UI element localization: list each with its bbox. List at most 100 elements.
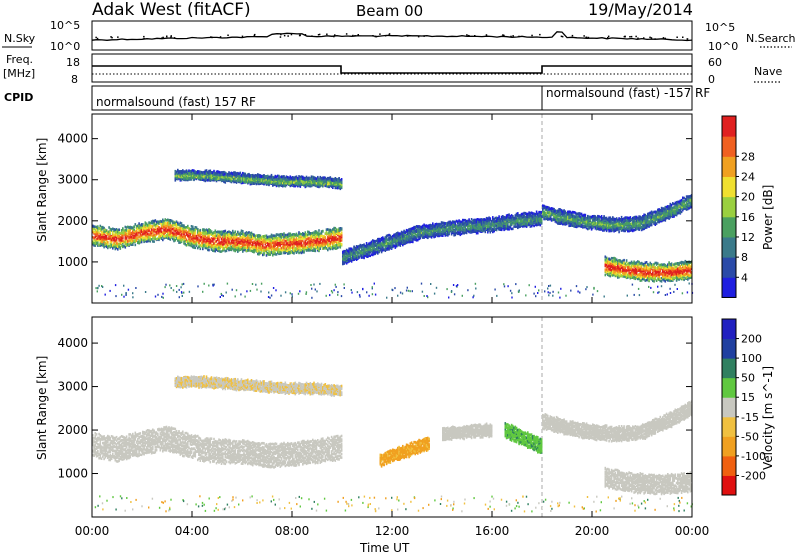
heatmap-cell xyxy=(330,238,333,242)
heatmap-cell xyxy=(260,251,263,254)
heatmap-cell xyxy=(115,236,118,240)
heatmap-cell xyxy=(234,230,237,233)
heatmap-cell xyxy=(318,177,320,181)
heatmap-cell xyxy=(235,243,238,247)
heatmap-cell xyxy=(349,252,352,255)
heatmap-cell xyxy=(175,227,178,231)
heatmap-cell xyxy=(172,223,174,227)
heatmap-cell xyxy=(322,177,324,180)
heatmap-cell xyxy=(180,222,183,225)
noise-search-point xyxy=(539,33,541,36)
heatmap-cell xyxy=(387,242,389,245)
heatmap-cell xyxy=(128,243,130,247)
heatmap-cell xyxy=(319,236,322,240)
heatmap-cell xyxy=(308,232,310,236)
heatmap-cell xyxy=(207,248,209,252)
heatmap-cell xyxy=(107,245,109,248)
heatmap-cell xyxy=(287,242,289,245)
heatmap-cell xyxy=(290,233,293,237)
heatmap-cell xyxy=(174,223,177,227)
heatmap-cell xyxy=(385,240,388,243)
heatmap-cell xyxy=(185,178,188,181)
noise-search-point xyxy=(253,34,256,37)
heatmap-cell xyxy=(283,248,285,252)
heatmap-cell xyxy=(367,253,369,257)
heatmap-cell xyxy=(297,234,299,237)
heatmap-cell xyxy=(220,237,223,241)
heatmap-cell xyxy=(340,242,343,246)
heatmap-cell xyxy=(150,221,153,225)
heatmap-cell xyxy=(278,181,280,184)
heatmap-cell xyxy=(175,231,178,235)
heatmap-cell xyxy=(289,234,292,238)
heatmap-cell xyxy=(245,237,248,240)
heatmap-cell xyxy=(208,228,210,231)
noise-search-point xyxy=(474,35,476,37)
heatmap-cell xyxy=(279,250,282,254)
heatmap-cell xyxy=(352,252,354,256)
heatmap-cell xyxy=(202,178,204,181)
heatmap-cell xyxy=(244,234,247,237)
heatmap-cell xyxy=(232,233,234,237)
heatmap-cell xyxy=(187,226,189,230)
heatmap-cell xyxy=(199,236,202,239)
heatmap-cell xyxy=(122,239,124,242)
heatmap-cell xyxy=(417,227,419,231)
heatmap-cell xyxy=(404,234,407,237)
heatmap-cell xyxy=(272,253,274,257)
heatmap-cell xyxy=(142,228,144,231)
heatmap-cell xyxy=(317,231,319,235)
heatmap-cell xyxy=(435,233,438,236)
heatmap-cell xyxy=(127,232,129,236)
heatmap-cell xyxy=(168,228,170,232)
heatmap-cell xyxy=(377,239,379,243)
heatmap-cell xyxy=(172,231,174,235)
heatmap-cell xyxy=(209,229,212,232)
heatmap-cell xyxy=(109,244,112,248)
heatmap-cell xyxy=(408,230,410,234)
heatmap-cell xyxy=(403,232,405,236)
heatmap-cell xyxy=(300,175,303,178)
noise-search-point xyxy=(287,35,289,37)
heatmap-cell xyxy=(319,184,322,188)
heatmap-cell xyxy=(188,169,190,172)
heatmap-cell xyxy=(108,235,110,238)
heatmap-cell xyxy=(183,233,185,237)
heatmap-cell xyxy=(118,234,120,238)
heatmap-cell xyxy=(237,242,239,246)
heatmap-cell xyxy=(249,182,252,186)
heatmap-cell xyxy=(289,238,292,241)
heatmap-cell xyxy=(218,230,220,234)
heatmap-cell xyxy=(208,237,210,240)
heatmap-cell xyxy=(187,174,189,178)
heatmap-cell xyxy=(154,230,157,234)
heatmap-cell xyxy=(185,229,188,233)
heatmap-cell xyxy=(194,246,197,250)
noise-search-point xyxy=(210,36,212,38)
heatmap-cell xyxy=(205,172,208,176)
heatmap-cell xyxy=(283,232,285,235)
heatmap-cell xyxy=(260,179,263,182)
noise-search-point xyxy=(170,36,172,38)
heatmap-cell xyxy=(105,240,108,244)
heatmap-cell xyxy=(439,223,442,226)
heatmap-cell xyxy=(130,235,133,239)
heatmap-cell xyxy=(229,245,232,248)
heatmap-cell xyxy=(299,245,302,249)
heatmap-cell xyxy=(340,186,343,190)
heatmap-cell xyxy=(370,244,373,248)
heatmap-cell xyxy=(314,232,317,235)
heatmap-cell xyxy=(340,227,343,230)
heatmap-cell xyxy=(244,243,247,246)
frequency-panel: Freq. [MHz] 18 8 60 0 Nave xyxy=(3,53,782,86)
heatmap-cell xyxy=(374,252,377,256)
heatmap-cell xyxy=(298,232,300,236)
heatmap-cell xyxy=(369,249,372,252)
heatmap-cell xyxy=(228,246,230,250)
heatmap-cell xyxy=(259,244,262,248)
heatmap-cell xyxy=(184,228,187,231)
noise-search-point xyxy=(571,34,574,37)
heatmap-cell xyxy=(325,183,328,186)
heatmap-cell xyxy=(227,177,229,181)
heatmap-cell xyxy=(319,175,322,179)
